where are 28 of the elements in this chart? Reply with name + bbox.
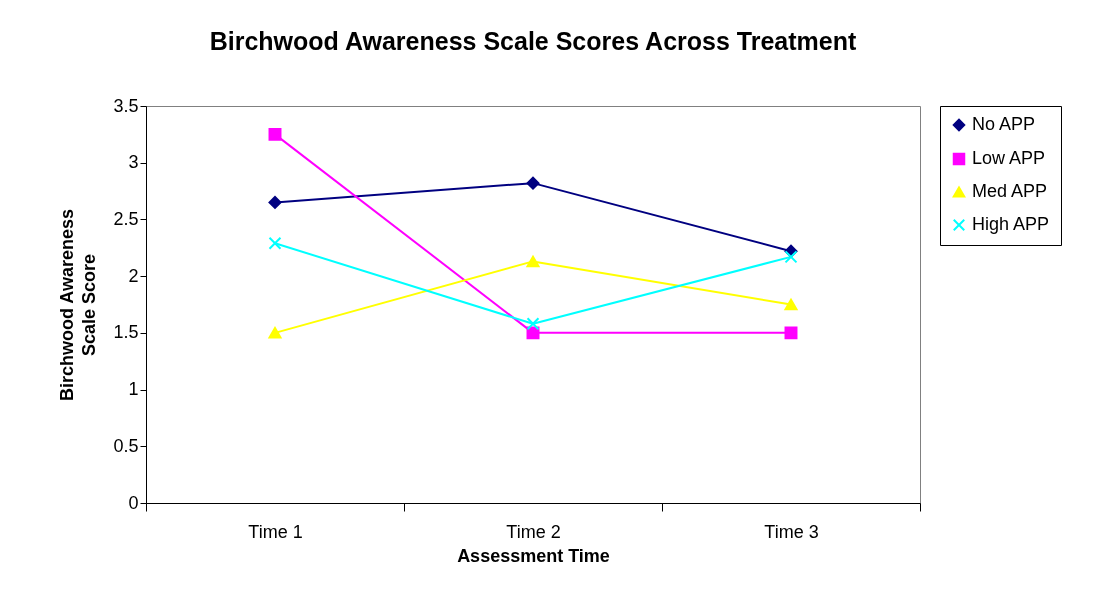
point [268, 127, 282, 141]
x-tick-label: Time 1 [248, 521, 303, 542]
x-axis-title: Assessment Time [457, 545, 610, 566]
legend-label: High APP [972, 214, 1050, 234]
y-axis-title: Birchwood Awareness Scale Score [57, 208, 100, 402]
y-tick-label: 3 [128, 152, 139, 173]
y-tick-label: 1.5 [113, 322, 139, 343]
y-tick-label: 2 [128, 265, 139, 286]
point [526, 255, 540, 268]
point [784, 326, 798, 340]
x-tick-label: Time 3 [764, 521, 819, 542]
legend-label: No APP [972, 114, 1036, 134]
y-tick-label: 0.5 [113, 435, 139, 456]
point [268, 327, 282, 339]
point [268, 236, 282, 250]
y-tick-label: 2.5 [113, 208, 139, 229]
point [526, 176, 540, 190]
legend-label: Med APP [972, 181, 1048, 201]
point [784, 250, 798, 264]
legend-label: Low APP [972, 148, 1046, 168]
point [268, 195, 282, 209]
y-tick-label: 0 [128, 492, 139, 513]
y-tick-label: 1 [128, 379, 139, 400]
point [784, 298, 798, 311]
y-tick-label: 3.5 [113, 95, 139, 116]
x-tick-label: Time 2 [506, 521, 561, 542]
chart-title: Birchwood Awareness Scale Scores Across Treatment [209, 27, 857, 55]
point [526, 317, 540, 331]
